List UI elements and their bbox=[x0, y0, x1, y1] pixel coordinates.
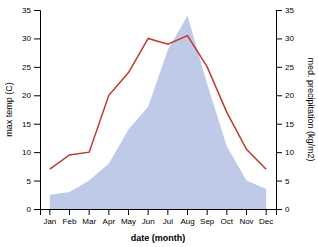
tick-mark bbox=[34, 95, 40, 96]
x-axis: Jan Feb Mar Apr May Jun Jul Aug Sep Oct Nov Dec bbox=[41, 209, 277, 226]
tick-label: 20 bbox=[285, 91, 294, 100]
chart: Jan Feb Mar Apr May Jun Jul Aug Sep Oct Nov Dec 0 5 10… bbox=[0, 0, 318, 247]
tick-mark bbox=[34, 124, 40, 125]
tick: Jun bbox=[142, 209, 155, 226]
tick-mark bbox=[34, 38, 40, 39]
tick-mark bbox=[276, 38, 282, 39]
tick: 35 bbox=[22, 6, 40, 15]
tick: Mar bbox=[82, 209, 96, 226]
tick-label: 15 bbox=[22, 120, 31, 129]
tick: Apr bbox=[103, 209, 116, 226]
axis-line bbox=[34, 11, 41, 210]
tick: 10 bbox=[22, 148, 40, 157]
tick-mark bbox=[148, 209, 149, 215]
tick-mark bbox=[207, 209, 208, 215]
tick-label: Jan bbox=[43, 217, 56, 226]
y-axis: 0 5 10 15 20 25 30 35 bbox=[22, 6, 40, 214]
tick-mark bbox=[276, 209, 282, 210]
tick-mark bbox=[276, 124, 282, 125]
tick-label: 10 bbox=[22, 148, 31, 157]
y-axis-title: max temp (C) bbox=[4, 82, 14, 137]
tick-mark bbox=[34, 10, 40, 11]
tick-mark bbox=[34, 209, 40, 210]
tick-mark bbox=[34, 181, 40, 182]
tick-label: 5 bbox=[285, 177, 290, 186]
tick: 15 bbox=[276, 120, 294, 129]
tick-mark bbox=[128, 209, 129, 215]
tick-mark bbox=[276, 95, 282, 96]
tick-mark bbox=[34, 67, 40, 68]
tick: Dec bbox=[259, 209, 273, 226]
tick-label: Aug bbox=[180, 217, 194, 226]
plot: Jan Feb Mar Apr May Jun Jul Aug Sep Oct Nov Dec 0 5 10… bbox=[22, 6, 294, 226]
tick-mark bbox=[246, 209, 247, 215]
tick: 20 bbox=[276, 91, 294, 100]
tick: Jul bbox=[163, 209, 173, 226]
y2-axis: 0 5 10 15 20 25 30 35 bbox=[276, 6, 294, 214]
tick-mark bbox=[167, 209, 168, 215]
tick: 0 bbox=[27, 205, 40, 214]
tick: Oct bbox=[221, 209, 234, 226]
tick: Aug bbox=[180, 209, 194, 226]
tick-label: Jul bbox=[163, 217, 173, 226]
tick-label: 30 bbox=[285, 34, 294, 43]
tick: 0 bbox=[276, 205, 290, 214]
tick-mark bbox=[266, 209, 267, 215]
tick: Jan bbox=[43, 209, 56, 226]
tick-mark bbox=[69, 209, 70, 215]
tick-label: 35 bbox=[285, 6, 294, 15]
tick-label: Oct bbox=[221, 217, 234, 226]
axis-line bbox=[277, 11, 283, 210]
tick-mark bbox=[276, 152, 282, 153]
tick: May bbox=[121, 209, 136, 226]
tick: 15 bbox=[22, 120, 40, 129]
tick-label: 30 bbox=[22, 34, 31, 43]
tick-label: 10 bbox=[285, 148, 294, 157]
tick-label: Sep bbox=[200, 217, 215, 226]
tick-mark bbox=[276, 10, 282, 11]
tick-label: Apr bbox=[103, 217, 116, 226]
tick-label: Jun bbox=[142, 217, 155, 226]
tick-label: 25 bbox=[285, 63, 294, 72]
temp-line bbox=[50, 36, 266, 170]
tick-mark bbox=[276, 67, 282, 68]
tick-mark bbox=[276, 181, 282, 182]
marks bbox=[50, 16, 266, 209]
tick-mark bbox=[49, 209, 50, 215]
tick-label: 15 bbox=[285, 120, 294, 129]
tick: 5 bbox=[276, 177, 290, 186]
tick: Sep bbox=[200, 209, 215, 226]
tick-label: Mar bbox=[82, 217, 96, 226]
tick-label: 0 bbox=[27, 205, 32, 214]
tick-mark bbox=[187, 209, 188, 215]
tick: 30 bbox=[276, 34, 294, 43]
tick-label: May bbox=[121, 217, 136, 226]
tick-label: 0 bbox=[285, 205, 290, 214]
tick-label: Dec bbox=[259, 217, 273, 226]
tick: 25 bbox=[276, 63, 294, 72]
tick-mark bbox=[108, 209, 109, 215]
tick-mark bbox=[226, 209, 227, 215]
tick: 20 bbox=[22, 91, 40, 100]
tick-label: 20 bbox=[22, 91, 31, 100]
tick: Feb bbox=[63, 209, 77, 226]
tick-label: 5 bbox=[27, 177, 32, 186]
tick-mark bbox=[89, 209, 90, 215]
axis-line bbox=[41, 210, 277, 216]
y2-axis-title: med. precipitation (kg/m2) bbox=[306, 57, 316, 161]
tick: 30 bbox=[22, 34, 40, 43]
tick-label: 35 bbox=[22, 6, 31, 15]
tick-label: Nov bbox=[239, 217, 253, 226]
x-axis-title: date (month) bbox=[131, 233, 186, 243]
tick: 5 bbox=[27, 177, 40, 186]
tick-mark bbox=[34, 152, 40, 153]
tick-label: 25 bbox=[22, 63, 31, 72]
tick: Nov bbox=[239, 209, 253, 226]
tick-label: Feb bbox=[63, 217, 77, 226]
tick: 35 bbox=[276, 6, 294, 15]
tick: 25 bbox=[22, 63, 40, 72]
tick: 10 bbox=[276, 148, 294, 157]
precip-area bbox=[50, 16, 266, 209]
